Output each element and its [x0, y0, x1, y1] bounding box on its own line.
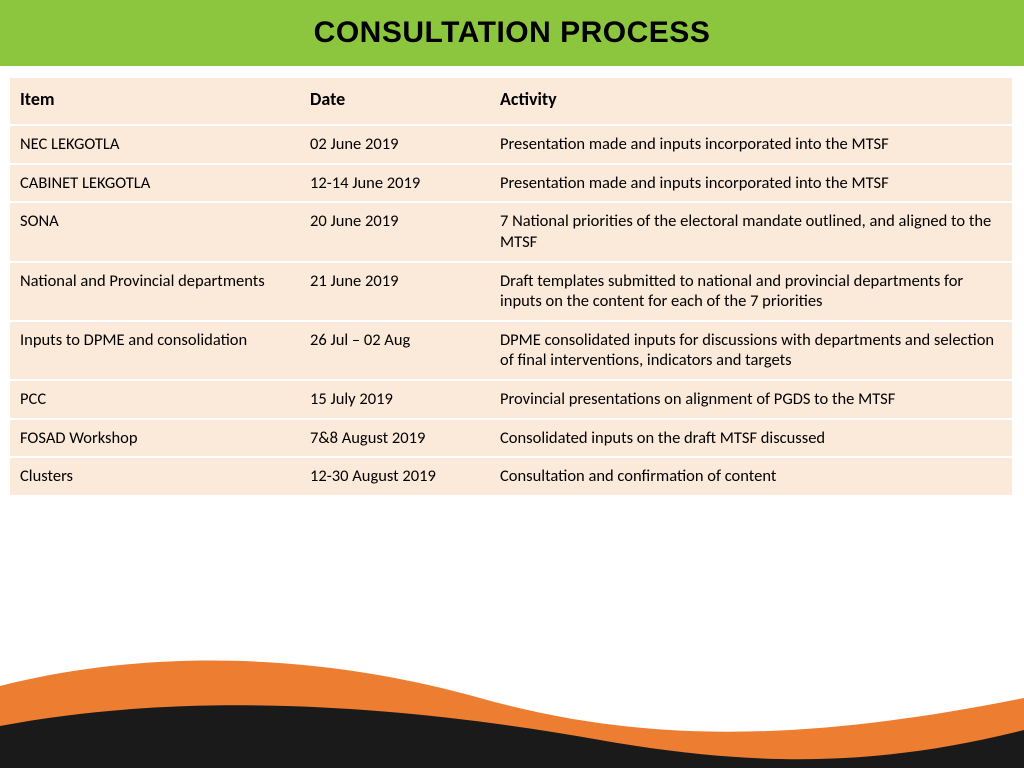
cell-activity: Presentation made and inputs incorporate…: [490, 164, 1012, 203]
cell-item: PCC: [10, 380, 300, 419]
cell-date: 12-30 August 2019: [300, 457, 490, 496]
table-row: PCC15 July 2019Provincial presentations …: [10, 380, 1012, 419]
cell-activity: DPME consolidated inputs for discussions…: [490, 321, 1012, 380]
page-title: CONSULTATION PROCESS: [314, 16, 711, 50]
cell-activity: Provincial presentations on alignment of…: [490, 380, 1012, 419]
consultation-table: Item Date Activity NEC LEKGOTLA02 June 2…: [10, 78, 1012, 497]
table-header-row: Item Date Activity: [10, 78, 1012, 125]
cell-item: SONA: [10, 202, 300, 261]
table-row: Clusters12-30 August 2019Consultation an…: [10, 457, 1012, 496]
table-row: CABINET LEKGOTLA12-14 June 2019Presentat…: [10, 164, 1012, 203]
swoosh-dark-path: [0, 705, 1024, 768]
cell-activity: Consolidated inputs on the draft MTSF di…: [490, 419, 1012, 458]
cell-activity: Consultation and confirmation of content: [490, 457, 1012, 496]
header-band: CONSULTATION PROCESS: [0, 0, 1024, 66]
swoosh-green-path: [0, 675, 1024, 768]
cell-item: Inputs to DPME and consolidation: [10, 321, 300, 380]
cell-item: CABINET LEKGOTLA: [10, 164, 300, 203]
cell-activity: Draft templates submitted to national an…: [490, 262, 1012, 321]
consultation-table-wrap: Item Date Activity NEC LEKGOTLA02 June 2…: [10, 78, 1012, 497]
col-header-item: Item: [10, 78, 300, 125]
cell-date: 21 June 2019: [300, 262, 490, 321]
cell-activity: 7 National priorities of the electoral m…: [490, 202, 1012, 261]
col-header-date: Date: [300, 78, 490, 125]
cell-activity: Presentation made and inputs incorporate…: [490, 125, 1012, 164]
cell-item: National and Provincial departments: [10, 262, 300, 321]
cell-date: 12-14 June 2019: [300, 164, 490, 203]
table-row: SONA20 June 20197 National priorities of…: [10, 202, 1012, 261]
table-row: NEC LEKGOTLA02 June 2019Presentation mad…: [10, 125, 1012, 164]
swoosh-orange-path: [0, 661, 1024, 768]
cell-date: 7&8 August 2019: [300, 419, 490, 458]
cell-date: 26 Jul – 02 Aug: [300, 321, 490, 380]
cell-item: NEC LEKGOTLA: [10, 125, 300, 164]
table-row: National and Provincial departments21 Ju…: [10, 262, 1012, 321]
table-row: FOSAD Workshop7&8 August 2019Consolidate…: [10, 419, 1012, 458]
table-body: NEC LEKGOTLA02 June 2019Presentation mad…: [10, 125, 1012, 496]
cell-date: 15 July 2019: [300, 380, 490, 419]
cell-date: 02 June 2019: [300, 125, 490, 164]
col-header-activity: Activity: [490, 78, 1012, 125]
cell-date: 20 June 2019: [300, 202, 490, 261]
table-row: Inputs to DPME and consolidation26 Jul –…: [10, 321, 1012, 380]
footer-swoosh: [0, 648, 1024, 768]
cell-item: FOSAD Workshop: [10, 419, 300, 458]
cell-item: Clusters: [10, 457, 300, 496]
